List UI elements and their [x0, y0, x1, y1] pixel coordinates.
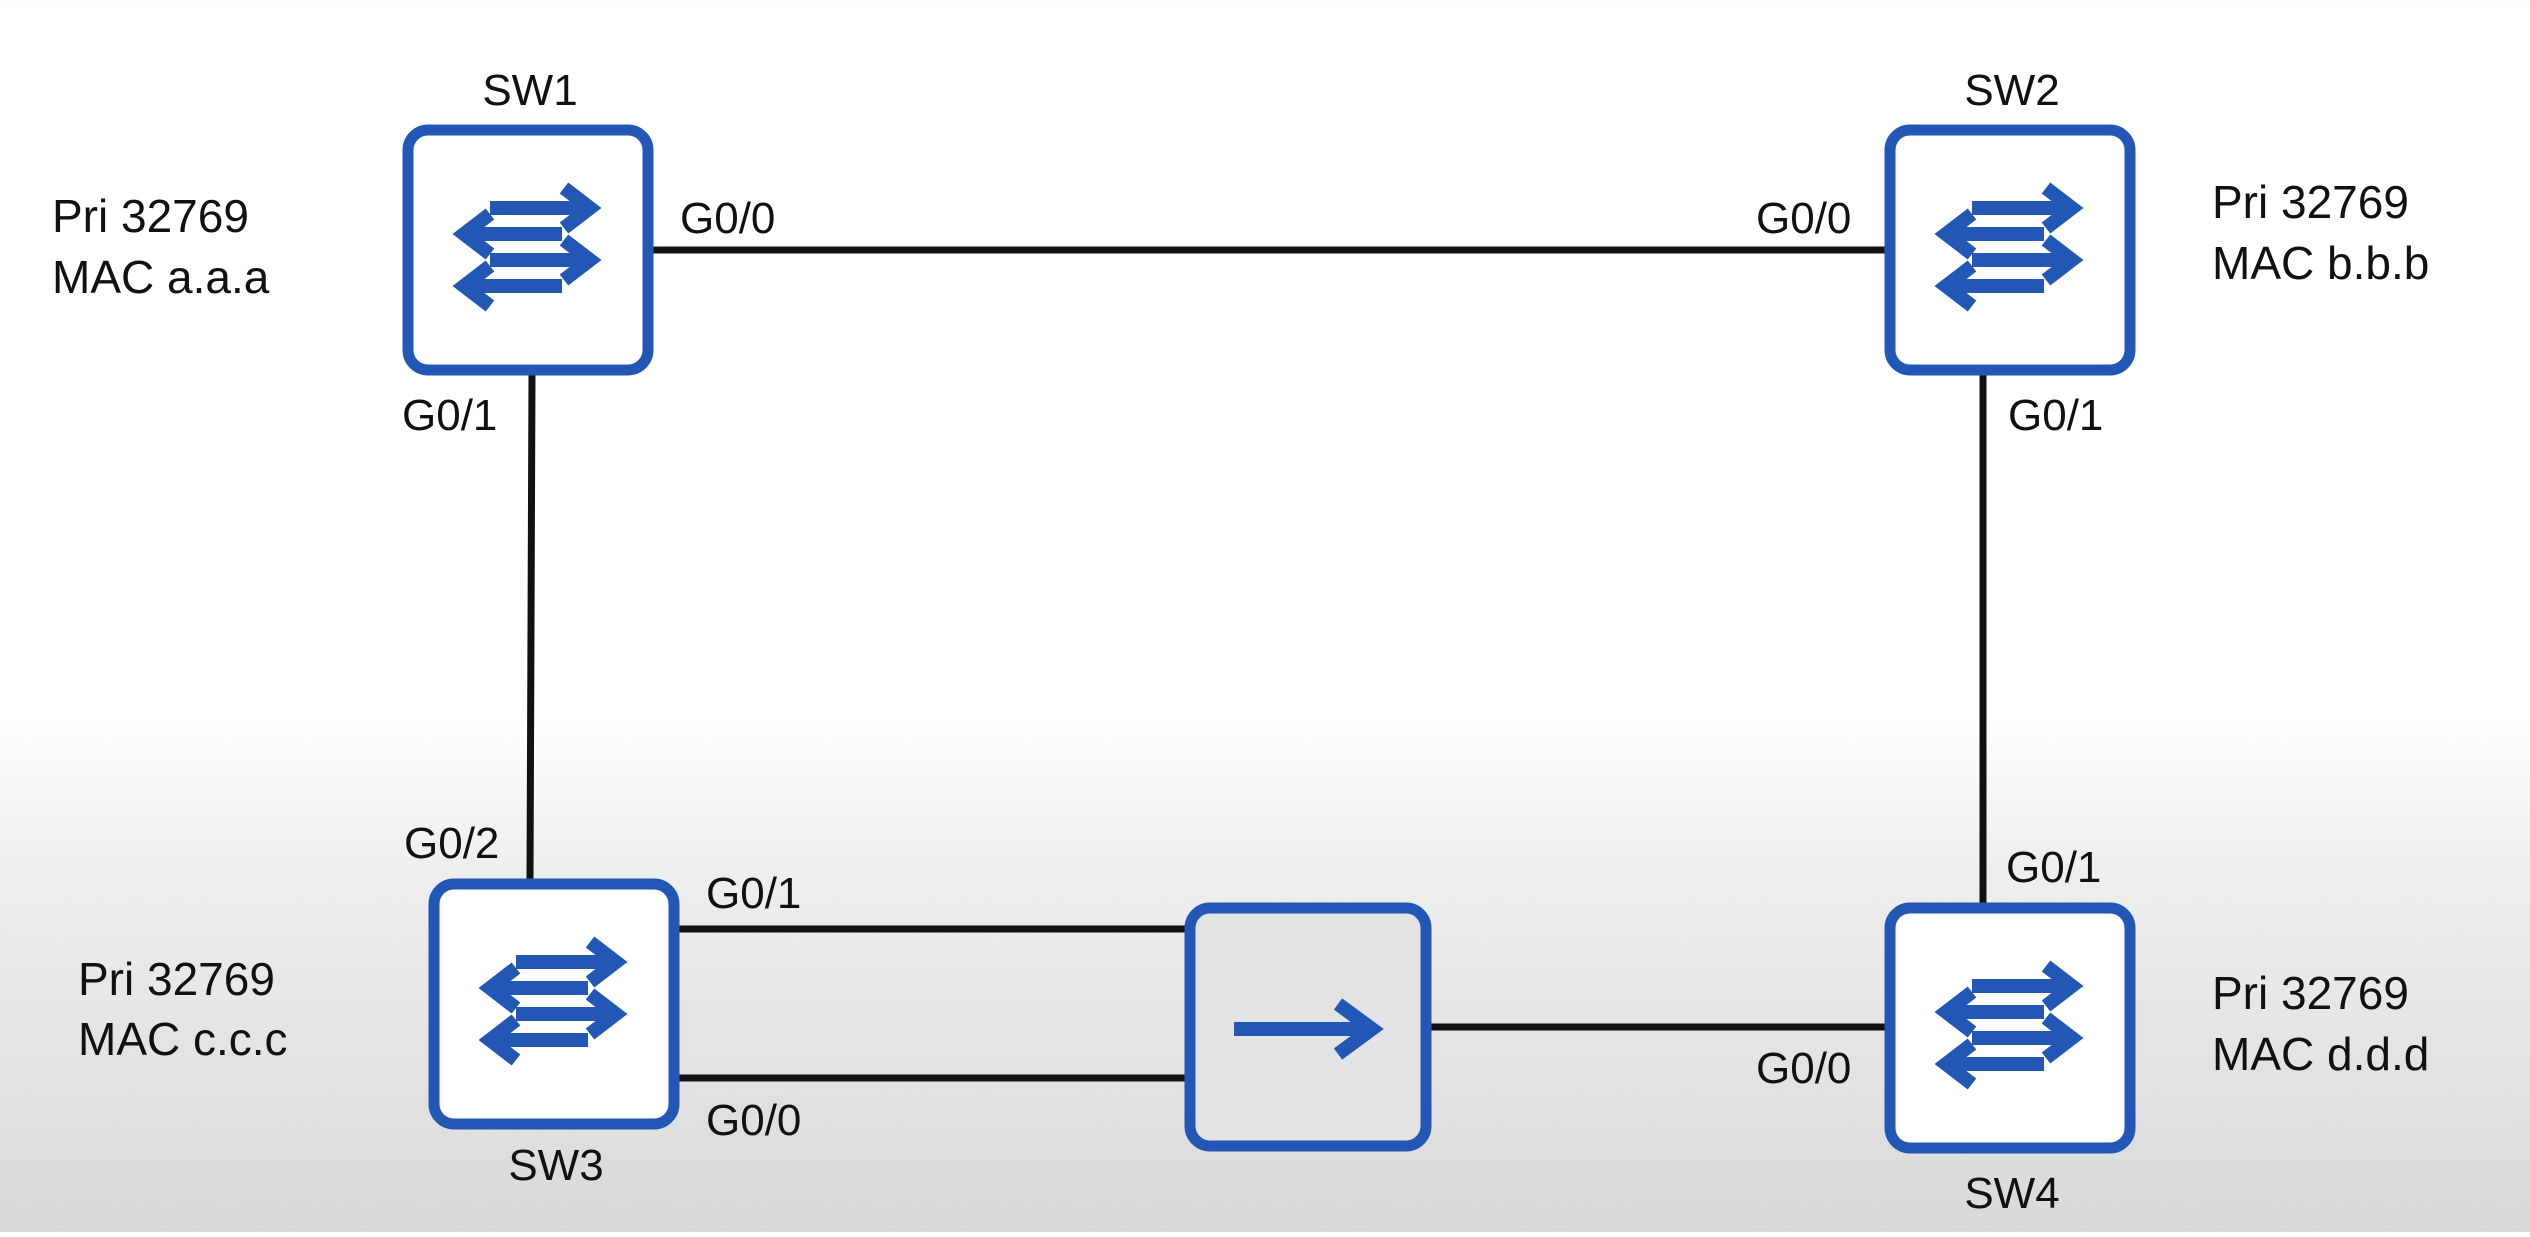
port-sw2-g01: G0/1: [2008, 391, 2103, 440]
sw3-priority: Pri 32769: [78, 953, 275, 1005]
sw2-mac: MAC b.b.b: [2212, 237, 2429, 289]
port-sw2-g00: G0/0: [1756, 194, 1851, 243]
sw1-mac: MAC a.a.a: [52, 251, 270, 303]
switch-sw3[interactable]: [428, 878, 680, 1130]
port-sw3-g00: G0/0: [706, 1096, 801, 1145]
sw4-priority: Pri 32769: [2212, 967, 2409, 1019]
port-sw1-g00: G0/0: [680, 194, 775, 243]
switch-sw1[interactable]: [402, 124, 654, 376]
sw3-mac: MAC c.c.c: [78, 1013, 288, 1065]
sw1-priority: Pri 32769: [52, 190, 249, 242]
sw1-name: SW1: [482, 66, 577, 115]
switch-sw4[interactable]: [1884, 902, 2136, 1154]
hub-device[interactable]: [1184, 902, 1432, 1152]
sw4-mac: MAC d.d.d: [2212, 1028, 2429, 1080]
port-sw3-g02: G0/2: [404, 819, 499, 868]
right-arrow-icon: [1234, 998, 1384, 1060]
link-sw1-sw3: [526, 373, 536, 881]
port-sw4-g00: G0/0: [1756, 1044, 1851, 1093]
switch-sw2[interactable]: [1884, 124, 2136, 376]
sw2-priority: Pri 32769: [2212, 176, 2409, 228]
port-sw4-g01: G0/1: [2006, 843, 2101, 892]
links: [526, 246, 1987, 1082]
sw2-name: SW2: [1964, 66, 2059, 115]
port-sw3-g01: G0/1: [706, 869, 801, 918]
sw4-name: SW4: [1964, 1169, 2059, 1218]
sw3-name: SW3: [508, 1141, 603, 1190]
port-sw1-g01: G0/1: [402, 391, 497, 440]
